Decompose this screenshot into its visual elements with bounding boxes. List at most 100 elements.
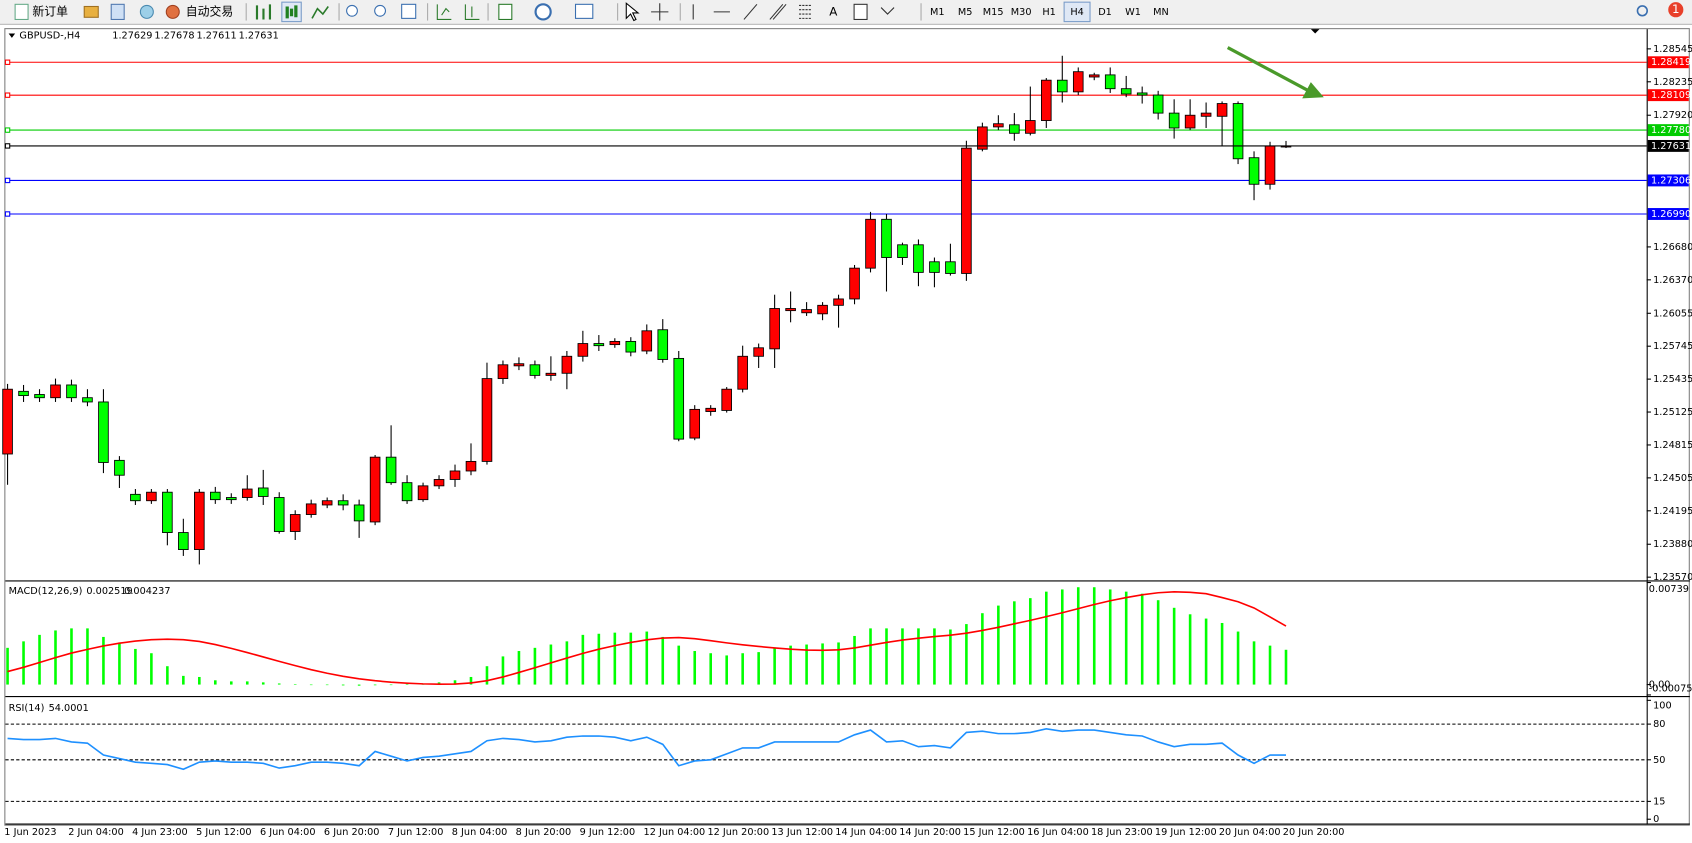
x-tick-label: 15 Jun 12:00 <box>963 827 1025 838</box>
candle-body <box>977 126 988 150</box>
macd-histogram-bar <box>949 629 952 685</box>
macd-histogram-bar <box>789 645 792 685</box>
timeframe-button[interactable]: M1 <box>930 7 945 18</box>
candle-body <box>1088 74 1100 78</box>
crosshair-icon[interactable] <box>651 3 669 21</box>
level-label-bg <box>1647 208 1689 220</box>
macd-histogram-bar <box>198 676 201 685</box>
level-label: 1.28109 <box>1651 90 1691 101</box>
current-price-label: 1.27631 <box>1651 141 1691 152</box>
candle-body <box>18 390 29 397</box>
x-tick-label: 20 Jun 04:00 <box>1219 827 1281 838</box>
candle-body <box>353 504 365 522</box>
autoscroll-icon[interactable] <box>436 4 452 20</box>
candle-body <box>865 218 876 269</box>
macd-histogram-bar <box>965 624 968 685</box>
macd-signal-value: 0.004237 <box>124 586 170 597</box>
macd-histogram-bar <box>693 651 697 685</box>
candle-body <box>178 532 189 550</box>
channel-icon[interactable] <box>769 3 787 20</box>
candle-body <box>497 364 509 380</box>
toolbar-bg <box>0 0 1692 24</box>
candle-body <box>961 147 972 274</box>
cursor-icon[interactable] <box>625 2 640 22</box>
arrows-icon[interactable] <box>880 7 895 15</box>
level-label-bg <box>1647 124 1689 137</box>
current-price-handle <box>4 143 11 149</box>
templates-icon[interactable] <box>574 3 594 19</box>
timeframe-button[interactable]: M15 <box>983 7 1004 18</box>
level-handle <box>4 127 11 133</box>
level-label: 1.26990 <box>1651 209 1691 220</box>
macd-histogram-bar <box>38 634 41 685</box>
new-order-icon[interactable] <box>14 3 29 20</box>
candle-body <box>1104 74 1116 90</box>
x-tick-label: 14 Jun 04:00 <box>835 827 897 838</box>
candle-body <box>1168 112 1180 129</box>
timeframe-button[interactable]: H4 <box>1070 7 1083 18</box>
macd-histogram-bar <box>70 628 73 685</box>
auto-trading-icon[interactable] <box>165 4 180 19</box>
macd-histogram-bar <box>453 680 457 685</box>
x-tick-label: 6 Jun 20:00 <box>324 827 380 838</box>
trendline-icon[interactable] <box>743 3 758 20</box>
macd-histogram-bar <box>709 653 713 685</box>
candle-body <box>1041 79 1052 121</box>
search-icon[interactable] <box>1636 5 1648 17</box>
shift-icon[interactable] <box>464 4 480 20</box>
auto-trading-button[interactable]: 自动交易 <box>186 4 233 18</box>
y-tick-label: 1.26680 <box>1653 242 1692 253</box>
y-tick-label: 1.26055 <box>1653 308 1692 319</box>
candle-body <box>401 482 413 502</box>
chart-menu-arrow[interactable] <box>8 33 16 38</box>
text-tool-icon[interactable]: A <box>829 4 838 18</box>
candle-body <box>993 123 1004 128</box>
timeframe-button[interactable]: M30 <box>1011 7 1032 18</box>
icon[interactable] <box>110 3 125 20</box>
candle-body <box>737 355 748 390</box>
notification-badge[interactable] <box>1668 2 1684 18</box>
timeframe-button[interactable]: D1 <box>1098 7 1112 18</box>
candle-body <box>369 456 381 523</box>
y-tick-label: 80 <box>1653 719 1665 730</box>
candle-body <box>881 218 892 258</box>
zoom-in-icon[interactable] <box>346 4 358 17</box>
candle-body <box>273 497 285 532</box>
new-order-button[interactable]: 新订单 <box>32 4 68 18</box>
icon[interactable] <box>83 5 99 18</box>
zoom-out-icon[interactable] <box>374 4 387 17</box>
bar-chart-icon[interactable] <box>255 4 272 20</box>
x-tick-label: 4 Jun 23:00 <box>132 827 188 838</box>
macd-histogram-bar <box>118 642 121 685</box>
macd-histogram-bar <box>469 676 473 685</box>
timeframe-button[interactable]: H1 <box>1042 7 1055 18</box>
y-tick-label: 100 <box>1653 701 1672 712</box>
x-tick-label: 1 Jun 2023 <box>4 827 56 838</box>
rsi-pane: 100 80 50 15 0 <box>5 699 1672 825</box>
timeframe-button[interactable]: MN <box>1153 7 1169 18</box>
candle-body <box>769 308 780 350</box>
level-handle <box>4 59 11 65</box>
periods-icon[interactable] <box>534 3 552 21</box>
candle-chart-icon[interactable] <box>285 5 298 19</box>
y-tick-label: 0 <box>1653 814 1659 825</box>
timeframe-button[interactable]: W1 <box>1125 7 1141 18</box>
y-tick-label: -0.000751 <box>1649 683 1692 694</box>
timeframe-button[interactable]: M5 <box>958 7 973 18</box>
indicators-icon[interactable] <box>498 3 513 20</box>
icon[interactable] <box>139 4 154 19</box>
fibo-icon[interactable] <box>799 4 812 19</box>
macd-histogram-bar <box>485 666 489 685</box>
macd-histogram-bar <box>885 628 888 685</box>
line-chart-icon[interactable] <box>311 6 329 19</box>
tile-icon[interactable] <box>401 3 417 19</box>
macd-histogram-bar <box>1124 591 1128 685</box>
label-tool-icon[interactable] <box>853 3 868 20</box>
macd-histogram-bar <box>1029 598 1032 685</box>
macd-histogram-bar <box>134 648 137 685</box>
macd-histogram-bar <box>837 642 840 685</box>
candle-body <box>146 491 157 502</box>
header-open: 1.27629 <box>112 31 152 42</box>
candle-body <box>833 298 844 306</box>
